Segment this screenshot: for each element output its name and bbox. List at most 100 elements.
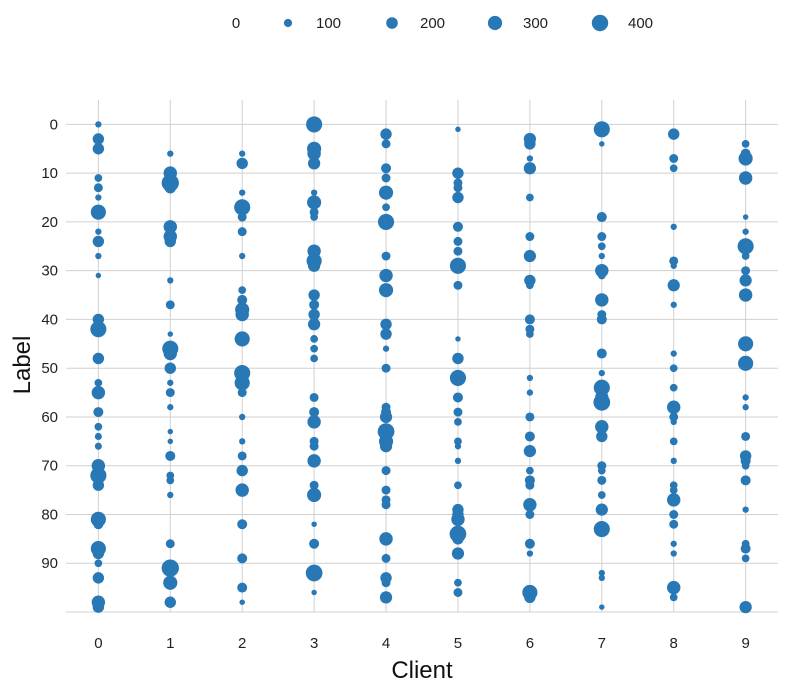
data-point bbox=[237, 212, 247, 222]
data-point bbox=[90, 467, 107, 484]
data-point bbox=[91, 385, 106, 400]
data-point bbox=[92, 143, 105, 155]
data-point bbox=[738, 171, 753, 185]
data-point bbox=[381, 578, 391, 588]
data-point bbox=[524, 538, 535, 549]
data-point bbox=[308, 289, 320, 301]
data-point bbox=[311, 521, 317, 527]
data-point bbox=[165, 539, 175, 549]
data-point bbox=[167, 331, 174, 337]
data-point bbox=[234, 199, 251, 216]
data-point bbox=[669, 364, 678, 373]
data-point bbox=[381, 173, 391, 183]
y-tick-label: 40 bbox=[41, 311, 58, 328]
data-point bbox=[452, 191, 464, 204]
data-point bbox=[307, 487, 322, 503]
y-gridlines bbox=[66, 123, 778, 613]
data-point bbox=[593, 393, 611, 411]
data-point bbox=[380, 128, 392, 140]
data-point bbox=[669, 593, 678, 602]
data-point bbox=[310, 213, 318, 221]
x-tick-label: 0 bbox=[94, 635, 102, 652]
data-point bbox=[239, 189, 246, 196]
data-point bbox=[92, 352, 105, 365]
y-tick-label: 50 bbox=[41, 360, 58, 377]
data-point bbox=[740, 543, 751, 554]
data-point bbox=[598, 569, 605, 577]
data-point bbox=[381, 553, 391, 563]
legend-marker bbox=[487, 15, 503, 31]
data-point bbox=[526, 389, 534, 396]
legend-label: 100 bbox=[316, 15, 341, 32]
data-point bbox=[163, 220, 177, 234]
data-point bbox=[92, 479, 105, 491]
data-point bbox=[525, 480, 535, 490]
data-point bbox=[452, 167, 464, 179]
data-point bbox=[311, 589, 317, 596]
data-point bbox=[379, 268, 393, 283]
data-point bbox=[382, 345, 390, 352]
data-point bbox=[738, 355, 754, 371]
data-point bbox=[670, 550, 677, 557]
data-point bbox=[595, 419, 609, 434]
legend-marker bbox=[591, 14, 609, 32]
x-tick-label: 5 bbox=[454, 635, 462, 652]
data-point bbox=[234, 375, 250, 391]
legend-marker bbox=[386, 17, 398, 29]
data-point bbox=[454, 481, 462, 490]
data-point bbox=[449, 369, 467, 387]
data-point bbox=[667, 580, 681, 595]
data-point bbox=[239, 438, 246, 445]
data-point bbox=[524, 314, 535, 325]
data-point bbox=[94, 432, 102, 440]
data-point bbox=[596, 314, 607, 325]
data-point bbox=[379, 440, 393, 453]
y-axis-title: Label bbox=[9, 336, 36, 395]
data-point bbox=[94, 442, 102, 450]
data-point bbox=[738, 336, 754, 352]
x-tick-label: 9 bbox=[741, 635, 749, 652]
data-point bbox=[309, 407, 320, 418]
data-point bbox=[523, 498, 537, 512]
legend-marker bbox=[283, 18, 293, 28]
data-point bbox=[453, 246, 463, 256]
data-point bbox=[380, 318, 392, 331]
data-point bbox=[452, 352, 464, 365]
data-point bbox=[307, 415, 321, 429]
data-point bbox=[237, 553, 248, 564]
data-point bbox=[377, 213, 395, 230]
data-point bbox=[95, 228, 102, 235]
data-point bbox=[597, 475, 607, 485]
data-point bbox=[378, 283, 394, 298]
data-point bbox=[310, 344, 318, 353]
data-point bbox=[669, 486, 678, 494]
data-point bbox=[670, 457, 677, 465]
data-point bbox=[741, 266, 751, 276]
data-point bbox=[95, 252, 102, 260]
data-point bbox=[378, 185, 394, 200]
data-point bbox=[92, 547, 105, 560]
data-point bbox=[237, 227, 247, 237]
data-point bbox=[90, 204, 106, 220]
data-point bbox=[95, 272, 102, 279]
legend-label: 400 bbox=[628, 15, 653, 32]
data-point bbox=[92, 601, 105, 613]
data-point bbox=[740, 475, 751, 486]
data-point bbox=[454, 437, 462, 446]
x-tick-label: 2 bbox=[238, 635, 246, 652]
data-point bbox=[454, 443, 462, 450]
data-point bbox=[454, 457, 462, 465]
data-point bbox=[526, 155, 534, 162]
y-tick-label: 10 bbox=[41, 165, 58, 182]
data-point bbox=[454, 578, 462, 587]
data-point bbox=[239, 599, 245, 605]
data-point bbox=[526, 330, 534, 338]
data-point bbox=[310, 189, 318, 196]
data-point bbox=[597, 242, 606, 251]
data-point bbox=[163, 575, 178, 590]
data-point bbox=[307, 259, 321, 272]
data-point bbox=[381, 163, 392, 174]
data-point bbox=[598, 369, 605, 377]
x-axis-title: Client bbox=[391, 657, 453, 684]
